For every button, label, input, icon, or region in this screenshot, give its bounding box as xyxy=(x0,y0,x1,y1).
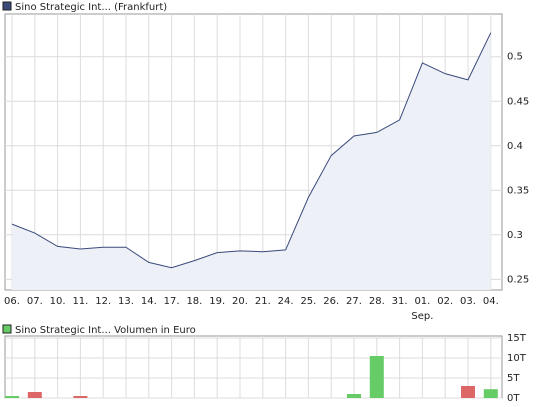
x-tick-label: 25. xyxy=(300,296,316,307)
volume-bar xyxy=(5,396,19,398)
y-tick-label: 0.5 xyxy=(507,52,523,63)
x-tick-label: 07. xyxy=(27,296,43,307)
y-tick-label: 0.4 xyxy=(507,141,523,152)
legend-label: Sino Strategic Int... Volumen in Euro xyxy=(15,325,196,336)
x-tick-label: 21. xyxy=(255,296,271,307)
x-tick-label: 01. xyxy=(414,296,430,307)
legend-swatch xyxy=(2,324,12,334)
x-tick-label: 14. xyxy=(141,296,157,307)
x-tick-label: 18. xyxy=(186,296,202,307)
y-tick-label: 0.35 xyxy=(507,185,529,196)
legend-label: Sino Strategic Int... (Frankfurt) xyxy=(15,2,167,13)
volume-frame xyxy=(4,335,503,399)
y-tick-label: 0.45 xyxy=(507,96,529,107)
y-tick-label: 10T xyxy=(507,353,527,364)
volume-bar xyxy=(27,392,42,398)
y-tick-label: 5T xyxy=(507,373,520,384)
x-tick-label: 28. xyxy=(369,296,385,307)
volume-bar xyxy=(461,386,475,398)
x-tick-label: 11. xyxy=(72,296,88,307)
x-tick-label: 24. xyxy=(278,296,294,307)
x-tick-label: 13. xyxy=(118,296,134,307)
volume-bar xyxy=(73,396,88,398)
x-tick-label: 26. xyxy=(323,296,339,307)
x-tick-label: 19. xyxy=(209,296,225,307)
y-tick-label: 0T xyxy=(507,393,520,404)
y-tick-label: 15T xyxy=(507,333,527,344)
y-tick-label: 0.3 xyxy=(507,230,523,241)
x-tick-label: 04. xyxy=(483,296,499,307)
x-tick-label: 20. xyxy=(232,296,248,307)
legend-swatch xyxy=(2,1,12,11)
x-tick-label: 02. xyxy=(437,296,453,307)
x-tick-label: 27. xyxy=(346,296,362,307)
y-tick-label: 0.25 xyxy=(507,274,529,285)
x-tick-label: 03. xyxy=(460,296,476,307)
annotation: Sep. xyxy=(411,311,433,322)
volume-bar xyxy=(483,389,498,398)
price-line xyxy=(11,32,492,269)
volume-bar xyxy=(347,394,361,398)
area xyxy=(12,32,491,290)
x-tick-label: 12. xyxy=(95,296,111,307)
x-tick-label: 17. xyxy=(164,296,180,307)
x-tick-label: 06. xyxy=(4,296,20,307)
x-tick-label: 31. xyxy=(392,296,408,307)
volume-bar xyxy=(369,356,384,398)
x-tick-label: 10. xyxy=(50,296,66,307)
